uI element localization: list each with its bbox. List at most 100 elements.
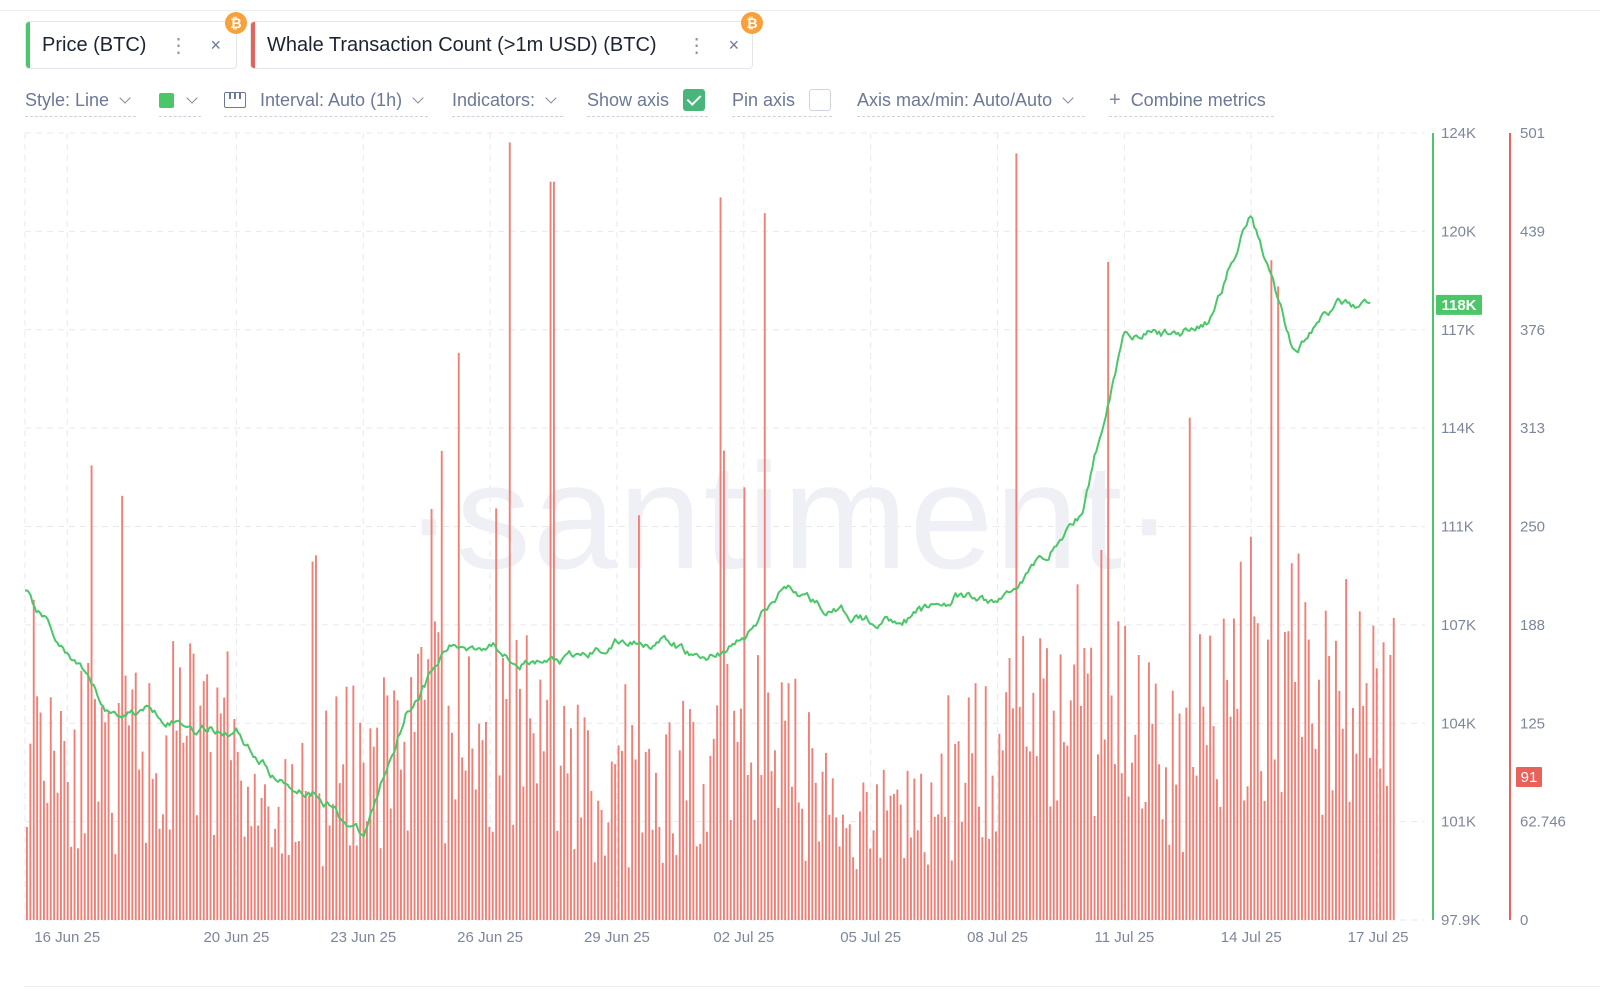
whale-count-bar <box>1083 648 1086 920</box>
whale-count-bar <box>434 621 436 920</box>
whale-count-bar <box>495 508 498 920</box>
whale-count-bar <box>529 718 532 920</box>
whale-count-bar <box>332 804 334 920</box>
whale-count-bar <box>971 753 974 920</box>
kebab-menu-icon[interactable]: ⋮ <box>168 34 189 57</box>
whale-count-bar <box>862 782 865 920</box>
whale-count-bar <box>583 717 586 920</box>
indicators-dropdown[interactable]: Indicators: <box>452 84 563 117</box>
metric-tab-whale-count[interactable]: Whale Transaction Count (>1m USD) (BTC) … <box>250 12 763 69</box>
x-tick-label: 17 Jul 25 <box>1348 929 1409 946</box>
whale-count-bar <box>1025 746 1028 920</box>
whale-count-bar <box>39 712 42 920</box>
whale-count-bar <box>556 830 559 920</box>
whale-count-bar <box>1192 767 1195 920</box>
whale-count-bar <box>658 827 661 920</box>
whale-count-bar <box>811 748 814 920</box>
whale-count-bar <box>1277 286 1280 920</box>
whale-count-bar <box>406 830 409 920</box>
x-tick-label: 29 Jun 25 <box>584 929 650 946</box>
axis-maxmin-dropdown[interactable]: Axis max/min: Auto/Auto <box>857 84 1085 117</box>
price-line <box>24 215 1371 838</box>
whale-count-bar <box>634 759 637 920</box>
whale-count-bar <box>570 728 572 920</box>
whale-count-bar <box>719 197 722 920</box>
whale-count-bar <box>1049 806 1052 920</box>
style-dropdown[interactable]: Style: Line <box>25 84 136 117</box>
interval-dropdown[interactable]: Interval: Auto (1h) <box>224 84 428 117</box>
whale-count-bar <box>709 755 712 920</box>
whale-count-bar <box>1389 655 1392 920</box>
x-tick-label: 08 Jul 25 <box>967 929 1028 946</box>
whale-count-bar <box>468 656 470 920</box>
whale-count-bar <box>1185 707 1188 920</box>
whale-count-bar <box>886 810 889 920</box>
whale-count-bar <box>519 688 521 920</box>
whale-count-bar <box>944 816 946 920</box>
x-tick-label: 14 Jul 25 <box>1221 929 1282 946</box>
left-y-tick-label: 124K <box>1441 125 1476 142</box>
whale-count-bar <box>1239 561 1242 920</box>
whale-count-bar <box>893 793 895 920</box>
whale-count-bar <box>580 817 583 920</box>
whale-count-bar <box>1352 707 1354 920</box>
chart-grid <box>24 132 1425 921</box>
close-icon[interactable]: × <box>728 34 740 55</box>
combine-metrics-button[interactable]: + Combine metrics <box>1109 84 1274 117</box>
whale-count-bar <box>655 772 657 920</box>
show-axis-toggle[interactable]: Show axis <box>587 84 708 117</box>
whale-count-bar <box>604 855 606 920</box>
whale-count-bar <box>209 752 212 920</box>
whale-count-bar <box>185 735 188 920</box>
whale-count-bar <box>573 849 576 920</box>
whale-count-bar <box>260 797 263 920</box>
whale-count-bar <box>410 677 413 920</box>
metric-label: Whale Transaction Count (>1m USD) (BTC) <box>267 33 657 56</box>
whale-count-bar <box>29 743 32 920</box>
whale-count-bar <box>400 769 402 920</box>
whale-count-bar <box>889 795 892 920</box>
whale-count-bar <box>1008 658 1011 920</box>
whale-count-bar <box>389 808 392 920</box>
kebab-menu-icon[interactable]: ⋮ <box>686 34 707 57</box>
price-current-value: 118K <box>1441 297 1476 314</box>
whale-count-bar <box>991 775 994 920</box>
whale-count-bar <box>964 782 967 920</box>
whale-count-bar <box>165 735 168 920</box>
whale-count-bar <box>621 751 623 920</box>
whale-count-bar <box>131 689 134 920</box>
whale-count-bar <box>978 806 980 920</box>
whale-count-bar <box>1311 723 1314 920</box>
whale-count-bar <box>267 806 270 920</box>
whale-count-bar <box>716 705 719 920</box>
whale-count-bar <box>250 826 253 920</box>
whale-count-bar <box>920 773 923 920</box>
whale-count-bar <box>726 664 729 920</box>
pin-axis-checkbox[interactable] <box>809 89 832 111</box>
plus-icon: + <box>1109 88 1121 111</box>
whale-count-bar <box>515 640 518 920</box>
whale-count-bar <box>1202 706 1205 920</box>
whale-count-bar <box>638 515 640 920</box>
pin-axis-toggle[interactable]: Pin axis <box>732 84 832 117</box>
whale-count-bar <box>702 784 705 920</box>
metric-tab-price[interactable]: Price (BTC) ⋮ × ₿ <box>25 12 247 69</box>
whale-count-bar <box>87 663 90 920</box>
whale-count-bar <box>478 723 481 920</box>
whale-count-bar <box>1263 800 1266 920</box>
color-picker[interactable] <box>159 84 201 117</box>
whale-count-bar <box>916 830 919 920</box>
whale-count-bar <box>1301 736 1303 920</box>
whale-count-bar <box>1161 819 1164 920</box>
whale-count-bar <box>845 828 848 920</box>
whale-count-bar <box>100 706 103 920</box>
whale-count-bar <box>947 695 950 920</box>
show-axis-checkbox[interactable] <box>683 89 706 111</box>
whale-count-bar <box>814 782 817 920</box>
whale-count-bar <box>114 854 117 920</box>
whale-count-bar <box>614 764 617 920</box>
left-y-tick-label: 111K <box>1441 519 1474 536</box>
whale-count-bar <box>253 773 256 920</box>
close-icon[interactable]: × <box>210 34 221 55</box>
